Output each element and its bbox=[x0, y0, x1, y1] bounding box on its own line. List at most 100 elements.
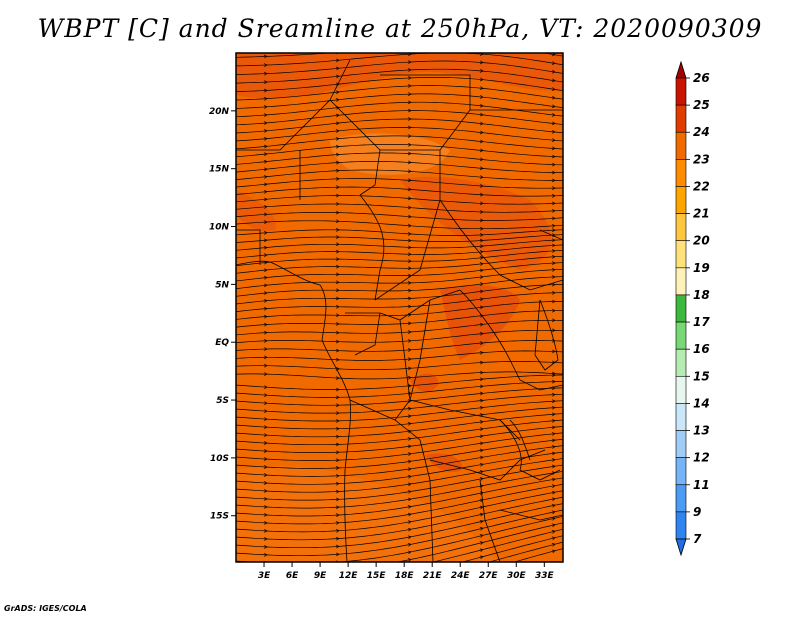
streamline bbox=[236, 400, 563, 422]
streamline bbox=[236, 496, 563, 541]
streamline-arrow bbox=[263, 457, 268, 461]
streamline-arrow bbox=[479, 233, 484, 237]
streamline-arrow bbox=[263, 88, 268, 93]
streamline bbox=[236, 340, 563, 352]
streamline-arrow bbox=[479, 148, 484, 153]
lon-tick-label: 12E bbox=[339, 571, 359, 581]
streamline-arrow bbox=[263, 197, 268, 202]
streamline-arrow bbox=[407, 535, 412, 540]
colorbar-swatch bbox=[675, 321, 687, 350]
streamline-arrow bbox=[336, 600, 339, 603]
streamline-arrow bbox=[407, 550, 412, 555]
streamline-arrow bbox=[335, 489, 340, 494]
streamline-arrow bbox=[407, 245, 412, 250]
streamline-arrow bbox=[263, 385, 268, 389]
streamline-arrow bbox=[407, 84, 412, 88]
map-area bbox=[236, 53, 563, 603]
streamline-arrow bbox=[407, 214, 412, 219]
colorbar-label: 18 bbox=[693, 288, 710, 302]
streamline-arrow bbox=[407, 429, 412, 434]
streamline-arrow bbox=[551, 549, 556, 554]
streamline-arrow bbox=[407, 178, 412, 183]
streamline bbox=[236, 445, 563, 477]
streamline bbox=[236, 438, 563, 469]
colorbar-label: 25 bbox=[693, 98, 710, 112]
streamline-arrow bbox=[263, 230, 268, 235]
streamline-arrow bbox=[479, 95, 484, 99]
streamline-arrow bbox=[335, 505, 340, 510]
streamline-arrow bbox=[263, 152, 268, 157]
streamline-arrow bbox=[479, 470, 484, 474]
streamline-arrow bbox=[551, 523, 556, 528]
streamline-arrow bbox=[336, 395, 340, 400]
streamline bbox=[236, 220, 563, 230]
streamline-arrow bbox=[552, 328, 556, 333]
streamline-arrow bbox=[407, 437, 412, 441]
streamline bbox=[236, 477, 563, 517]
colorbar-top-arrow bbox=[675, 60, 687, 79]
streamline-arrow bbox=[407, 459, 412, 464]
streamline-arrow bbox=[551, 233, 556, 237]
streamline-arrow bbox=[264, 355, 268, 360]
streamline-arrow bbox=[407, 421, 412, 426]
streamline-arrow bbox=[263, 481, 268, 485]
streamline-arrow bbox=[336, 227, 340, 232]
streamline-arrow bbox=[263, 513, 268, 517]
lat-tick-label: 10N bbox=[209, 223, 230, 233]
colorbar-label: 20 bbox=[693, 234, 710, 248]
streamline-arrow bbox=[551, 471, 556, 475]
streamline bbox=[236, 374, 563, 390]
streamline-arrow bbox=[479, 350, 484, 355]
streamline-arrow bbox=[479, 455, 484, 460]
streamline-arrow bbox=[479, 322, 484, 327]
streamline-arrow bbox=[551, 543, 556, 547]
streamline-arrow bbox=[336, 193, 340, 198]
streamline-arrow bbox=[552, 170, 556, 175]
streamline bbox=[236, 284, 563, 305]
streamline-arrow bbox=[263, 136, 268, 141]
colorbar-swatch bbox=[675, 159, 687, 187]
streamline-arrow bbox=[407, 452, 412, 456]
streamline-arrow bbox=[551, 138, 556, 143]
streamline-arrow bbox=[335, 466, 340, 470]
streamline bbox=[236, 516, 563, 562]
streamline-arrow bbox=[335, 521, 340, 525]
streamline-arrow bbox=[407, 281, 412, 285]
streamline-arrow bbox=[336, 403, 340, 408]
streamline-arrow bbox=[407, 399, 412, 403]
colorbar-label: 14 bbox=[693, 396, 710, 410]
streamline-arrow bbox=[263, 322, 268, 327]
streamline-arrow bbox=[407, 384, 412, 388]
streamline-arrow bbox=[479, 462, 484, 467]
streamline-arrow bbox=[335, 74, 340, 79]
streamline-arrow bbox=[407, 76, 412, 80]
streamline-arrow bbox=[479, 384, 484, 389]
streamline-arrow bbox=[407, 406, 412, 411]
colorbar-label: 12 bbox=[693, 451, 710, 465]
streamline-arrow bbox=[408, 125, 412, 130]
streamline-arrow bbox=[335, 82, 340, 87]
streamline-arrow bbox=[551, 201, 556, 206]
streamline-arrow bbox=[263, 175, 268, 179]
colorbar-label: 17 bbox=[693, 315, 710, 329]
streamline-arrow bbox=[407, 474, 412, 479]
colorbar-bottom-arrow bbox=[675, 538, 687, 557]
streamline-arrow bbox=[551, 275, 556, 279]
streamline-arrow bbox=[263, 205, 268, 209]
streamline-arrow bbox=[551, 146, 556, 151]
streamline bbox=[236, 234, 563, 243]
streamline-arrow bbox=[552, 290, 556, 295]
streamline-arrow bbox=[479, 305, 484, 310]
streamline-arrow bbox=[263, 552, 268, 557]
streamline-arrow bbox=[335, 168, 340, 173]
chart-title: WBPT [C] and Sreamline at 250hPa, VT: 20… bbox=[37, 14, 763, 43]
streamline-arrow bbox=[479, 341, 484, 345]
streamline-arrow bbox=[551, 130, 556, 134]
colorbar-swatch bbox=[675, 375, 687, 404]
streamline-arrow bbox=[407, 497, 412, 502]
streamline-arrow bbox=[263, 268, 268, 272]
streamline bbox=[236, 406, 563, 430]
streamline bbox=[236, 381, 563, 398]
colorbar-swatch bbox=[675, 403, 687, 431]
streamline-arrow bbox=[551, 418, 556, 423]
